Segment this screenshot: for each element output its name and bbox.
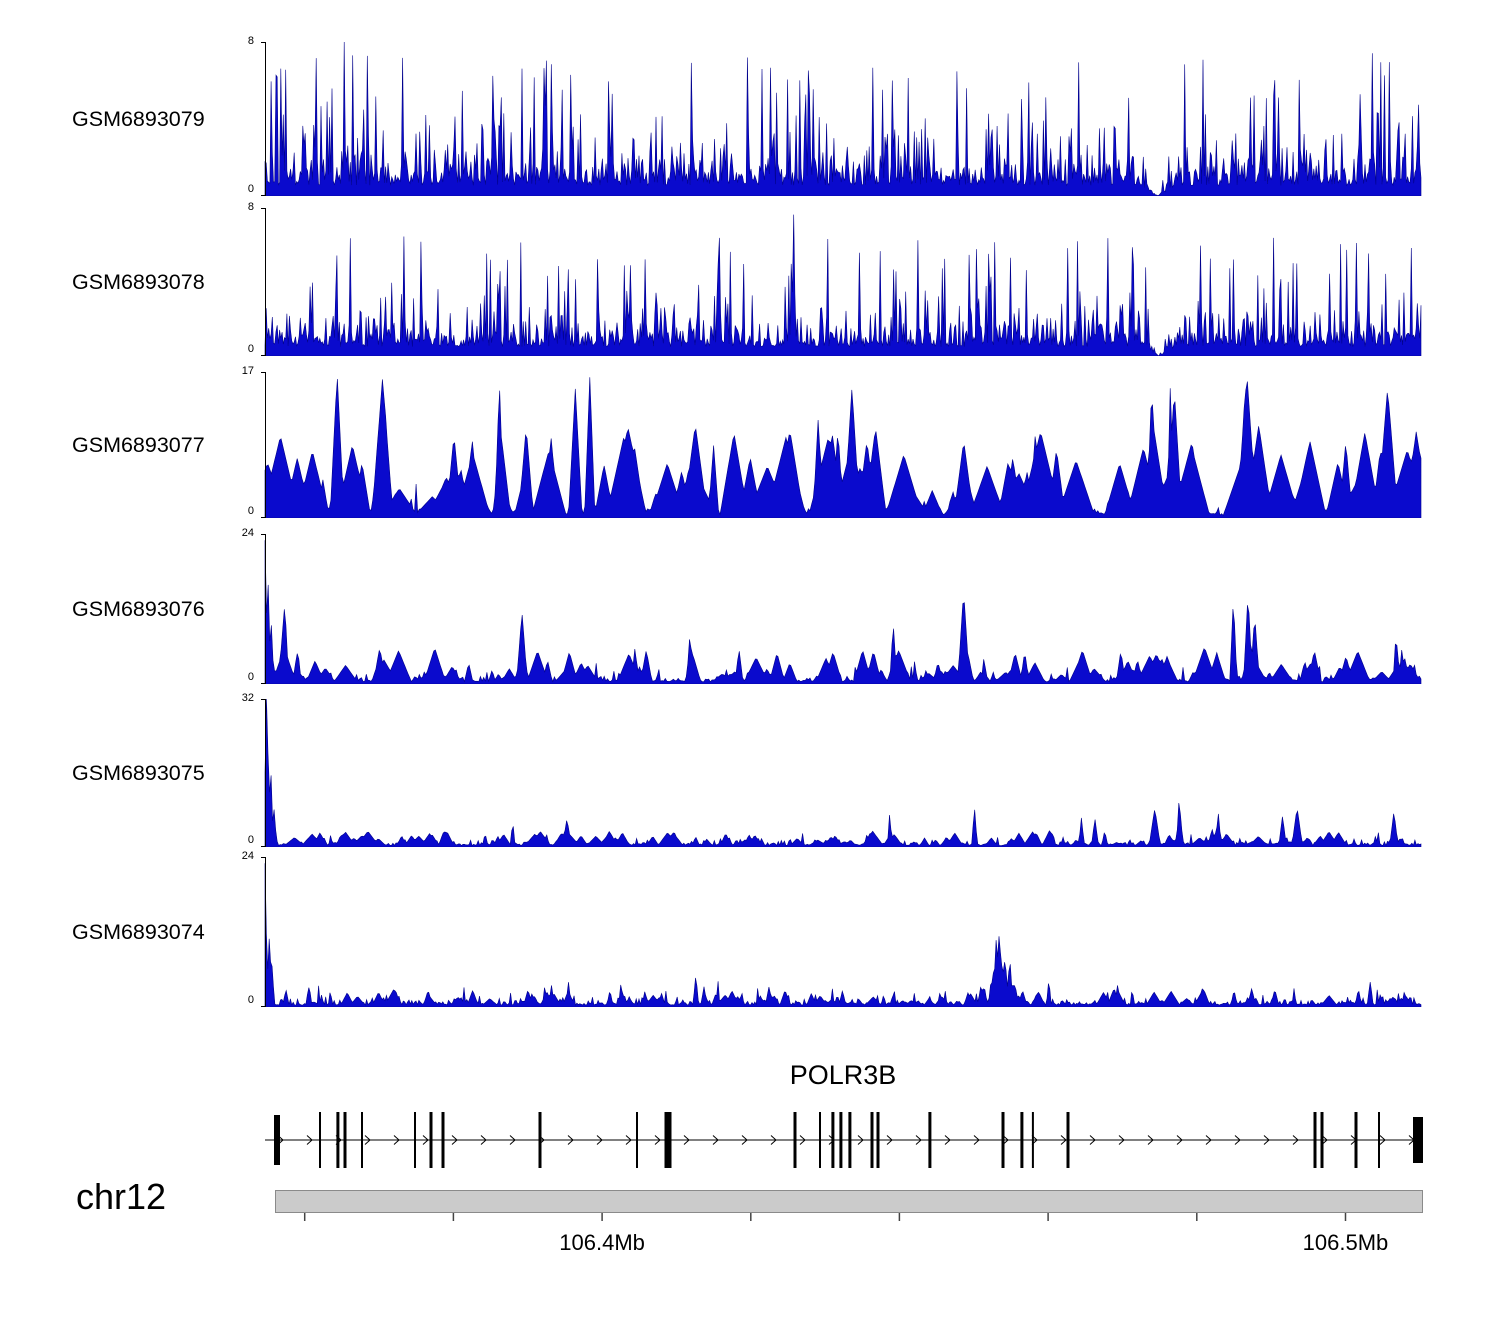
y-axis-max-label: 17 xyxy=(241,365,254,377)
y-axis-max-label: 24 xyxy=(241,850,254,862)
coverage-signal xyxy=(261,372,1422,518)
gene-name-label: POLR3B xyxy=(789,1060,897,1090)
y-axis-max-label: 8 xyxy=(247,201,254,213)
y-axis-zero-label: 0 xyxy=(247,834,254,846)
axis-tick-label-1: 106.4Mb xyxy=(559,1230,645,1255)
y-axis-max-label: 32 xyxy=(241,692,254,704)
track-label: GSM6893077 xyxy=(72,432,205,457)
track-label: GSM6893079 xyxy=(72,106,205,131)
track-label: GSM6893078 xyxy=(72,269,205,294)
gene-model xyxy=(265,1112,1423,1168)
coverage-signal xyxy=(261,208,1422,356)
y-axis-zero-label: 0 xyxy=(247,505,254,517)
y-axis-zero-label: 0 xyxy=(247,994,254,1006)
track-label: GSM6893075 xyxy=(72,760,205,785)
y-axis-zero-label: 0 xyxy=(247,183,254,195)
coverage-signal xyxy=(261,42,1422,196)
y-axis-zero-label: 0 xyxy=(247,671,254,683)
track-label: GSM6893076 xyxy=(72,596,205,621)
coverage-signal xyxy=(261,534,1422,684)
coverage-signal xyxy=(261,699,1422,847)
coverage-signal xyxy=(261,857,1422,1007)
y-axis-max-label: 8 xyxy=(247,35,254,47)
chromosome-ideogram xyxy=(275,1190,1423,1213)
chromosome-label: chr12 xyxy=(76,1176,167,1217)
y-axis-zero-label: 0 xyxy=(247,343,254,355)
track-label: GSM6893074 xyxy=(72,919,205,944)
y-axis-max-label: 24 xyxy=(241,527,254,539)
axis-ticks xyxy=(303,1213,1347,1221)
axis-tick-label-2: 106.5Mb xyxy=(1302,1230,1389,1255)
